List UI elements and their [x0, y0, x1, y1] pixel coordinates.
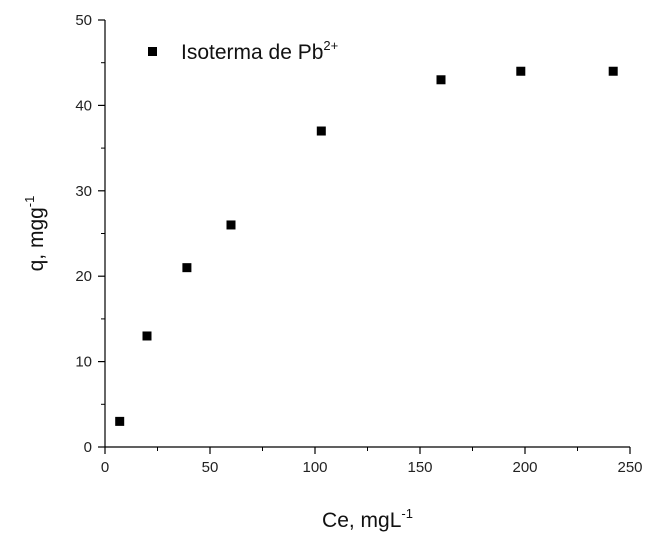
legend-label: Isoterma de Pb2+: [181, 38, 338, 64]
x-tick-label: 0: [101, 459, 109, 476]
data-point: [115, 416, 125, 426]
y-tick-label: 30: [75, 183, 92, 200]
legend-marker: [148, 47, 157, 56]
data-point: [608, 66, 618, 76]
x-axis-title: Ce, mgL-1: [322, 506, 413, 532]
data-point: [436, 75, 446, 85]
y-tick-label: 0: [84, 439, 92, 456]
data-point: [316, 126, 326, 136]
data-point: [182, 263, 192, 273]
x-tick-label: 150: [407, 459, 432, 476]
y-tick-label: 20: [75, 268, 92, 285]
x-tick-label: 200: [512, 459, 537, 476]
y-tick-label: 40: [75, 97, 92, 114]
data-points: [115, 66, 618, 426]
axes: [104, 20, 630, 448]
y-tick-label: 10: [75, 354, 92, 371]
data-point: [516, 66, 526, 76]
legend: Isoterma de Pb2+: [148, 38, 338, 64]
x-tick-label: 50: [202, 459, 219, 476]
data-point: [142, 331, 152, 341]
data-point: [226, 220, 236, 230]
x-tick-label: 100: [302, 459, 327, 476]
ticks: 0 50 100 150 200 250 0 10 20 30 40 50: [75, 12, 642, 476]
x-tick-label: 250: [617, 459, 642, 476]
y-tick-label: 50: [75, 12, 92, 29]
y-axis-title: q, mgg-1: [22, 196, 48, 272]
